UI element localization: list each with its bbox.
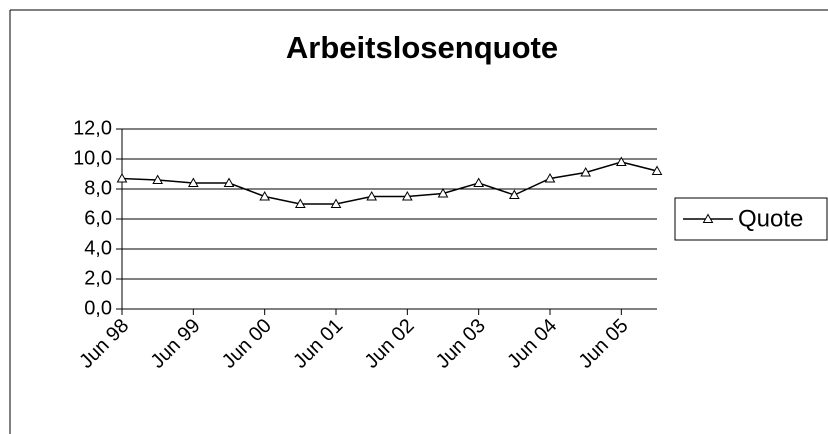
data-point [473,177,485,187]
data-point [330,198,342,208]
data-point [401,190,413,201]
legend-label: Quote [738,205,803,232]
data-point [437,187,449,198]
x-tick-label: Jun 04 [503,315,561,373]
x-tick-label: Jun 00 [218,315,276,373]
data-point [152,174,164,184]
legend-marker [702,213,714,223]
x-tick-label: Jun 05 [575,315,633,373]
x-tick-label: Jun 99 [147,315,205,373]
chart-title: Arbeitslosenquote [286,30,558,65]
y-tick-label: 4,0 [84,237,112,259]
data-point [651,165,663,175]
y-tick-label: 0,0 [84,297,112,319]
data-point [294,198,306,208]
legend-box [674,197,828,241]
x-tick-label: Jun 02 [361,315,419,373]
x-tick-label: Jun 03 [432,315,490,373]
data-point [223,177,235,187]
data-point [580,166,592,177]
x-tick-label: Jun 01 [289,315,347,373]
data-point [187,177,199,187]
data-point [116,172,128,183]
data-point [366,190,378,201]
y-tick-label: 10,0 [73,147,112,169]
data-line [121,161,658,205]
x-tick-label: Jun 98 [75,315,133,373]
y-tick-label: 2,0 [84,267,112,289]
data-point [259,190,271,201]
y-tick-label: 6,0 [84,207,112,229]
data-point [508,189,520,199]
data-point [544,172,556,183]
y-tick-label: 8,0 [84,177,112,199]
data-point [615,156,627,166]
y-tick-label: 12,0 [73,117,112,139]
